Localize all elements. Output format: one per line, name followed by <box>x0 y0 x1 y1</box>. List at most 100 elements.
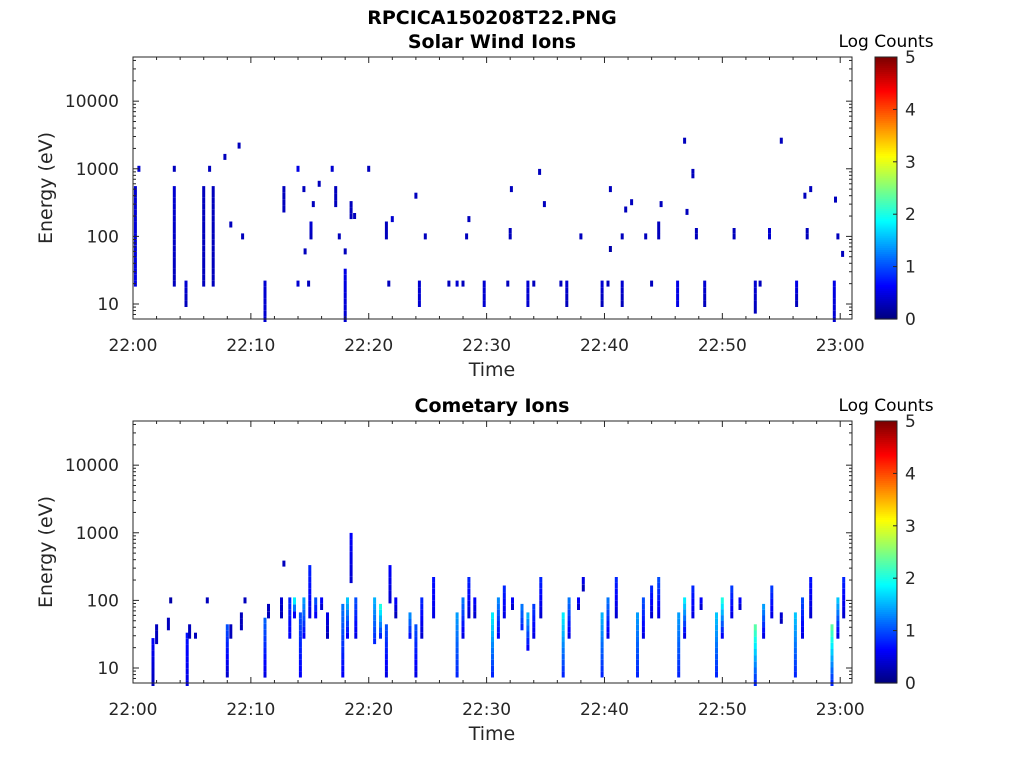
spectrogram-cell <box>703 293 707 301</box>
spectrogram-cell <box>172 209 176 216</box>
colorbar-segment <box>875 453 897 457</box>
colorbar-segment <box>875 455 897 459</box>
colorbar-segment <box>875 106 897 109</box>
colorbar-segment <box>875 212 897 216</box>
spectrogram-cell <box>298 636 302 642</box>
spectrogram-cell <box>202 227 206 234</box>
colorbar-segment <box>875 488 897 492</box>
colorbar-segment <box>875 527 897 531</box>
spectrogram-cell <box>768 233 771 240</box>
y-axis-label: Energy (eV) <box>35 132 57 244</box>
spectrogram-cell <box>314 597 318 605</box>
spectrogram-cell <box>836 626 840 633</box>
colorbar-segment <box>875 558 897 561</box>
spectrogram-cell <box>803 192 807 199</box>
spectrogram-cell <box>467 216 471 223</box>
colorbar-segment <box>875 500 897 504</box>
spectrogram-cell <box>455 665 459 672</box>
spectrogram-cell <box>467 606 471 613</box>
panel-title: Cometary Ions <box>415 395 570 417</box>
spectrogram-cell <box>636 612 639 619</box>
spectrogram-cell <box>703 287 707 294</box>
spectrogram-cell <box>657 606 661 613</box>
spectrogram-cell <box>793 647 797 654</box>
spectrogram-cell <box>801 632 804 639</box>
spectrogram-cell <box>511 597 514 604</box>
colorbar-segment <box>875 535 897 539</box>
spectrogram-cell <box>539 577 543 583</box>
spectrogram-cell <box>225 665 229 672</box>
spectrogram-cell <box>185 650 189 657</box>
colorbar-segment <box>875 564 897 567</box>
colorbar-segment <box>875 67 897 70</box>
spectrogram-cell <box>657 594 661 601</box>
spectrogram-cell <box>614 582 618 589</box>
colorbar-segment <box>875 140 897 144</box>
colorbar-segment <box>875 245 897 248</box>
spectrogram-cell <box>172 263 176 269</box>
spectrogram-cell <box>133 209 137 216</box>
colorbar-segment <box>875 554 897 557</box>
colorbar-segment <box>875 300 897 304</box>
spectrogram-cell <box>539 612 543 619</box>
spectrogram-cell <box>349 576 353 584</box>
panel-title: Solar Wind Ions <box>408 31 576 53</box>
spectrogram-cell <box>641 597 645 604</box>
spectrogram-cell <box>202 239 206 246</box>
x-tick-label: 22:00 <box>109 700 158 720</box>
spectrogram-cell <box>185 674 189 681</box>
spectrogram-cell <box>414 659 418 666</box>
spectrogram-cell <box>211 203 215 210</box>
spectrogram-cell <box>302 597 306 604</box>
spectrogram-cell <box>770 605 774 612</box>
spectrogram-cell <box>239 624 243 631</box>
colorbar-segment <box>875 463 897 467</box>
spectrogram-cell <box>809 186 813 193</box>
spectrogram-cell <box>532 603 536 610</box>
colorbar-segment <box>875 543 897 547</box>
spectrogram-cell <box>298 671 302 678</box>
colorbar-segment <box>875 435 897 438</box>
spectrogram-cell <box>703 300 707 307</box>
spectrogram-cell <box>384 227 388 234</box>
spectrogram-cell <box>659 201 663 208</box>
spectrogram-cell <box>229 221 233 228</box>
spectrogram-cell <box>202 245 206 252</box>
spectrogram-cell <box>614 594 618 601</box>
spectrogram-cell <box>185 632 189 639</box>
spectrogram-cell <box>308 565 312 571</box>
spectrogram-cell <box>677 624 681 631</box>
spectrogram-cell <box>762 615 766 622</box>
spectrogram-cell <box>753 287 757 294</box>
colorbar-segment <box>875 449 897 453</box>
colorbar-segment <box>875 519 897 522</box>
colorbar-segment <box>875 85 897 89</box>
spectrogram-cell <box>455 624 459 631</box>
colorbar-segment <box>875 511 897 514</box>
colorbar-segment <box>875 198 897 201</box>
spectrogram-cell <box>354 626 358 633</box>
colorbar-segment <box>875 108 897 111</box>
spectrogram-cell <box>202 186 206 192</box>
spectrogram-cell <box>779 618 783 624</box>
spectrogram-cell <box>496 615 500 621</box>
spectrogram-cell <box>384 642 388 648</box>
colorbar-segment <box>875 280 897 283</box>
colorbar-segment <box>875 427 897 430</box>
colorbar-segment <box>875 480 897 484</box>
colorbar-tick-label: 4 <box>905 464 916 484</box>
spectrogram-cell <box>600 647 604 654</box>
spectrogram-cell <box>532 621 536 628</box>
spectrogram-cell <box>172 165 176 172</box>
colorbar-segment <box>875 472 897 475</box>
spectrogram-cell <box>805 233 809 240</box>
colorbar-segment <box>875 441 897 445</box>
colorbar-segment <box>875 102 897 105</box>
spectrogram-cell <box>379 609 382 616</box>
spectrogram-cell <box>334 200 338 208</box>
spectrogram-cell <box>636 665 639 672</box>
spectrogram-cell <box>691 168 695 174</box>
spectrogram-cell <box>691 173 695 179</box>
colorbar-label: Log Counts <box>838 396 933 416</box>
spectrogram-cell <box>343 286 347 293</box>
